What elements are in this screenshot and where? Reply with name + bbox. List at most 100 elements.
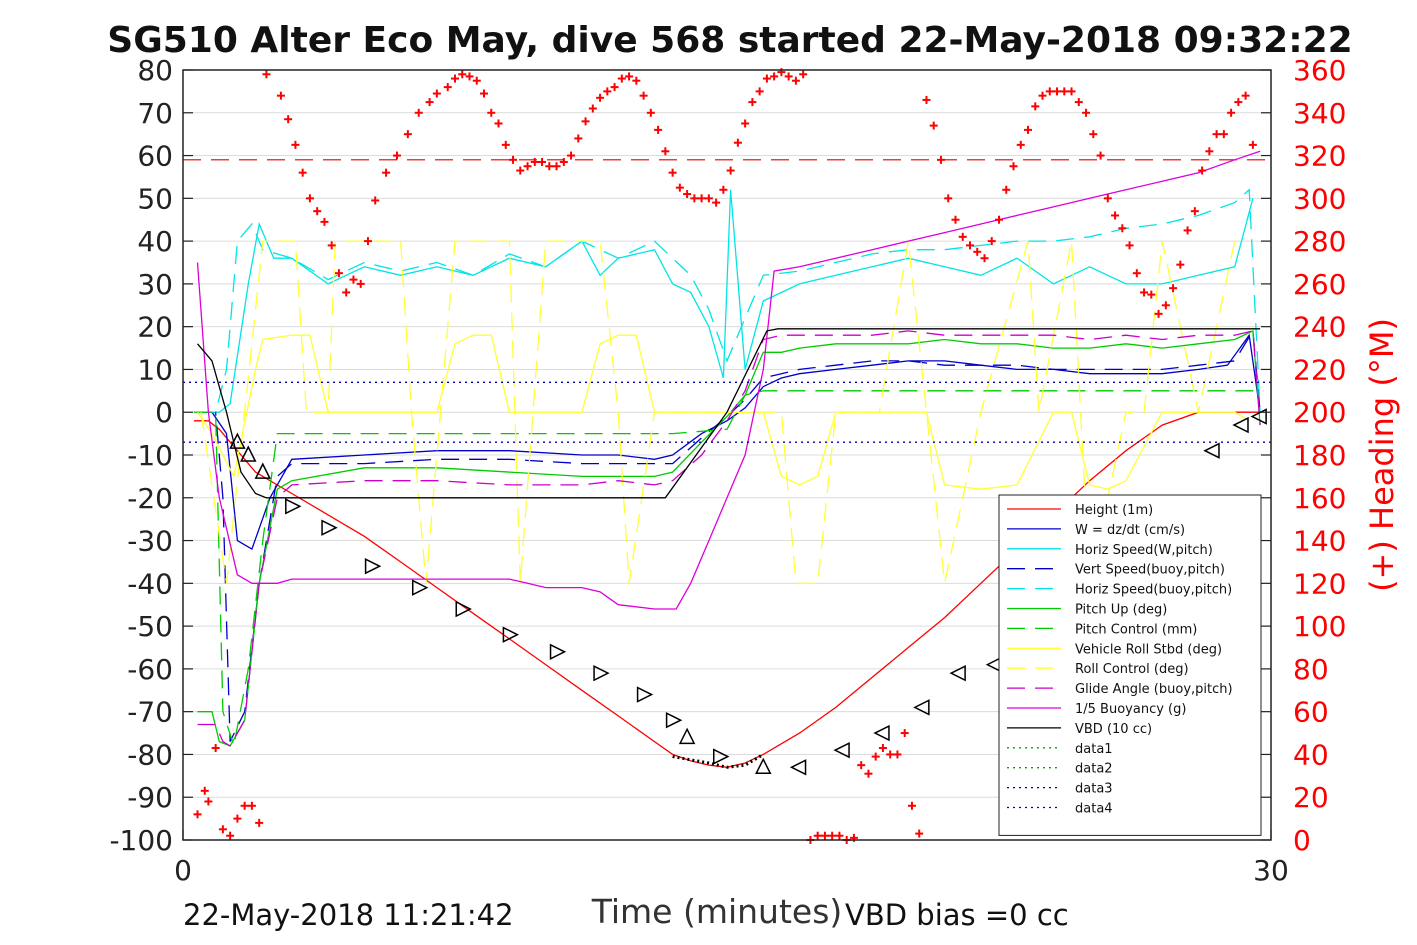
heading-point — [305, 194, 314, 203]
heading-point — [632, 76, 641, 85]
dive-marker — [873, 724, 890, 742]
x-axis: 0 30 — [174, 830, 1289, 887]
heading-point — [204, 797, 213, 806]
heading-point — [958, 232, 967, 241]
heading-point — [980, 254, 989, 263]
apogee-path — [672, 753, 765, 769]
heading-point — [668, 168, 677, 177]
y-tick-label: -20 — [127, 482, 173, 515]
heading-point — [828, 831, 837, 840]
heading-point — [690, 194, 699, 203]
heading-point — [878, 744, 887, 753]
heading-point — [617, 74, 626, 83]
dive-marker — [636, 686, 654, 703]
y-tick-label: -100 — [109, 824, 173, 857]
heading-point — [907, 801, 916, 810]
dive-marker — [549, 643, 567, 660]
heading-point — [1190, 207, 1199, 216]
dive-marker — [678, 727, 696, 745]
heading-point — [552, 162, 561, 171]
heading-point — [1009, 162, 1018, 171]
heading-point — [712, 198, 721, 207]
y2-tick-label: 300 — [1293, 182, 1346, 215]
heading-point — [1161, 301, 1170, 310]
heading-point — [1205, 147, 1214, 156]
legend-label: Height (1m) — [1075, 503, 1153, 518]
legend-label: W = dz/dt (cm/s) — [1075, 523, 1185, 538]
heading-point — [509, 155, 518, 164]
y2-tick-label: 340 — [1293, 97, 1346, 130]
heading-point — [893, 750, 902, 759]
legend-label: VBD (10 cc) — [1075, 722, 1152, 737]
heading-point — [1132, 269, 1141, 278]
dive-marker — [1203, 442, 1220, 459]
heading-point — [596, 93, 605, 102]
heading-point — [1176, 260, 1185, 269]
heading-point — [313, 207, 322, 216]
series-horiz_buoy — [197, 188, 1261, 413]
heading-point — [334, 269, 343, 278]
series-layer — [183, 150, 1271, 768]
heading-point — [371, 196, 380, 205]
y2-tick-label: 120 — [1293, 567, 1346, 600]
y-tick-label: -90 — [127, 781, 173, 814]
heading-point — [516, 166, 525, 175]
y-tick-label: 30 — [137, 268, 173, 301]
heading-point — [349, 275, 358, 284]
heading-point — [748, 98, 757, 107]
heading-point — [995, 215, 1003, 224]
dive-marker — [593, 664, 610, 682]
legend-label: 1/5 Buoyancy (g) — [1075, 702, 1186, 717]
legend-label: Vehicle Roll Stbd (deg) — [1075, 642, 1222, 657]
legend-label: data3 — [1075, 782, 1113, 797]
dive-marker — [455, 600, 472, 618]
series-glide — [197, 330, 1261, 747]
heading-point — [741, 119, 750, 128]
heading-point — [443, 83, 452, 92]
heading-point — [625, 72, 634, 81]
heading-point — [298, 168, 307, 177]
heading-point — [247, 801, 256, 810]
heading-point — [1219, 130, 1228, 139]
heading-point — [501, 140, 510, 149]
series-roll_ctrl — [200, 240, 1236, 584]
heading-point — [1067, 87, 1076, 96]
heading-point — [1212, 130, 1221, 139]
heading-point — [820, 831, 829, 840]
heading-point — [886, 750, 895, 759]
dive-marker — [229, 432, 246, 449]
heading-point — [1074, 98, 1083, 107]
heading-point — [603, 87, 612, 96]
heading-point — [936, 155, 945, 164]
series-buoyancy — [196, 150, 1261, 610]
legend-label: Vert Speed(buoy,pitch) — [1075, 563, 1225, 578]
y2-tick-label: 220 — [1293, 353, 1346, 386]
series-w — [201, 333, 1261, 551]
vbd-bias: VBD bias =0 cc — [845, 898, 1069, 932]
legend-label: Horiz Speed(buoy,pitch) — [1075, 583, 1232, 598]
heading-point — [1227, 108, 1236, 117]
dive-marker — [254, 462, 272, 479]
y-tick-label: 10 — [137, 353, 173, 386]
heading-point — [1096, 151, 1105, 160]
heading-points — [193, 68, 1257, 844]
dive-marker — [665, 712, 683, 729]
legend-label: data2 — [1075, 762, 1113, 777]
heading-point — [382, 168, 391, 177]
heading-point — [538, 157, 547, 166]
y2-tick-label: 140 — [1293, 525, 1346, 558]
y2-tick-label: 100 — [1293, 610, 1346, 643]
y2-tick-label: 280 — [1293, 225, 1346, 258]
y-tick-label: 0 — [155, 396, 173, 429]
heading-point — [857, 761, 866, 770]
heading-point — [784, 72, 793, 81]
heading-point — [1234, 98, 1243, 107]
heading-point — [813, 831, 822, 840]
heading-point — [465, 72, 474, 81]
heading-point — [1031, 102, 1040, 111]
heading-point — [291, 140, 300, 149]
y-tick-label: 80 — [137, 54, 173, 87]
heading-point — [1147, 290, 1156, 299]
heading-point — [719, 185, 728, 194]
heading-point — [1125, 241, 1134, 250]
